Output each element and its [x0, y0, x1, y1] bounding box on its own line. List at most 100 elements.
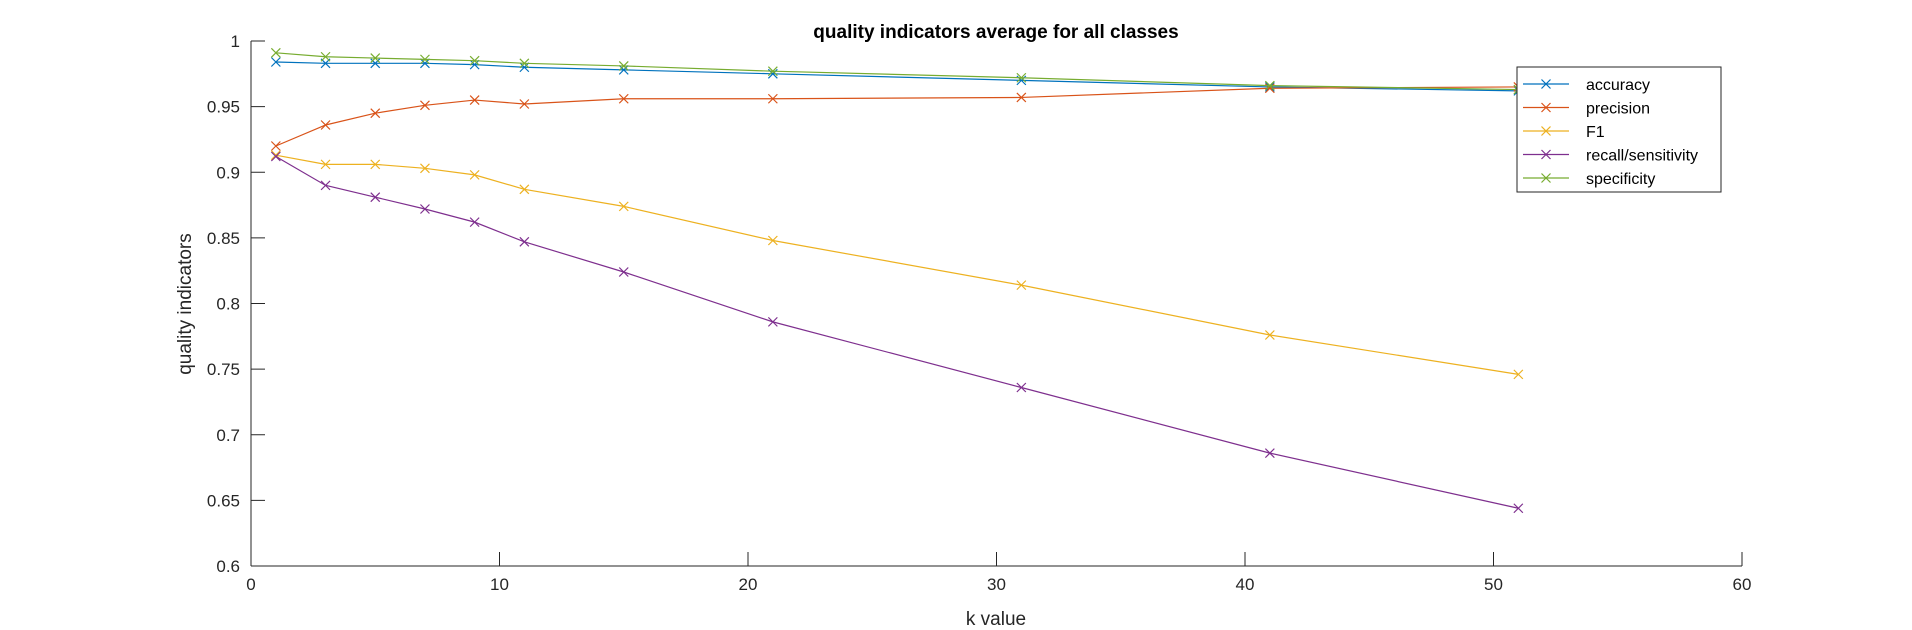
data-point-stroke [1513, 503, 1524, 514]
data-point-stroke [270, 150, 281, 161]
data-point-stroke [469, 217, 480, 228]
legend-label: recall/sensitivity [1586, 148, 1698, 165]
data-point-stroke [320, 120, 331, 130]
data-point [519, 99, 530, 109]
data-point [1264, 330, 1275, 340]
x-tick-label: 50 [1484, 575, 1503, 594]
y-tick-label: 0.6 [216, 557, 240, 576]
series-layer [270, 47, 1524, 514]
data-point [420, 54, 430, 65]
y-tick-label: 0.75 [207, 360, 240, 379]
data-point [320, 51, 331, 62]
x-tick-label: 0 [246, 575, 255, 594]
data-point [469, 217, 480, 228]
data-point-stroke [1264, 448, 1275, 459]
data-point [519, 58, 530, 69]
data-point [320, 120, 331, 130]
data-point-stroke [420, 163, 430, 174]
y-tick-label: 0.7 [216, 426, 240, 445]
data-point [618, 93, 629, 104]
data-point [420, 163, 430, 174]
data-point [469, 59, 480, 70]
data-point-stroke [618, 201, 629, 212]
legend-label: precision [1586, 101, 1650, 118]
y-tick-label: 0.9 [216, 163, 240, 182]
data-point-stroke [1264, 80, 1275, 91]
data-point [1264, 448, 1275, 459]
legend-label: accuracy [1586, 77, 1650, 94]
data-point-stroke [519, 99, 530, 109]
x-axis-title: k value [966, 609, 1026, 630]
data-point [320, 180, 331, 191]
data-point-stroke [370, 108, 381, 119]
data-point [618, 267, 629, 277]
plot-area [251, 41, 1742, 566]
data-point-stroke [469, 169, 480, 180]
data-point-stroke [270, 47, 281, 58]
series-accuracy [270, 57, 1524, 96]
data-point-stroke [270, 141, 281, 151]
data-point-stroke [618, 61, 629, 71]
legend-item-recall-sensitivity: recall/sensitivity [1523, 148, 1698, 165]
data-point [370, 108, 381, 119]
data-point [270, 141, 281, 151]
data-point-stroke [270, 57, 281, 67]
legend-item-f1: F1 [1523, 124, 1605, 141]
data-point-stroke [1264, 330, 1275, 340]
legend-item-precision: precision [1523, 101, 1650, 118]
data-point [420, 100, 430, 111]
y-axis: 0.6 0.65 0.7 0.75 0.8 0.85 0.9 0.95 1 [207, 32, 265, 576]
data-point-stroke [370, 192, 381, 203]
chart-title: quality indicators average for all class… [813, 22, 1178, 43]
data-point [1264, 80, 1275, 91]
data-point-stroke [469, 55, 480, 66]
data-point-stroke [420, 204, 430, 214]
x-tick-label: 30 [987, 575, 1006, 594]
legend-box [1516, 66, 1722, 193]
data-point-stroke [1016, 280, 1027, 291]
y-tick-label: 0.8 [216, 295, 240, 314]
data-point-stroke [519, 236, 530, 247]
legend-swatch-marker [1541, 149, 1551, 160]
data-point-stroke [1016, 92, 1027, 103]
data-point [270, 151, 281, 162]
data-point-stroke [519, 62, 530, 73]
series-recall-sensitivity [270, 151, 1524, 514]
data-point-stroke [519, 184, 530, 195]
x-tick-label: 40 [1236, 575, 1255, 594]
data-point-stroke [1264, 82, 1275, 92]
data-point-stroke [469, 59, 480, 70]
legend-swatch-marker [1541, 79, 1551, 89]
data-point-stroke [618, 93, 629, 104]
y-axis-title: quality indicators [175, 233, 196, 375]
data-point [420, 58, 430, 69]
legend-label: F1 [1586, 124, 1605, 141]
x-tick-label: 60 [1733, 575, 1752, 594]
data-point [1016, 280, 1027, 291]
data-point-stroke [270, 151, 281, 162]
data-point-stroke [1016, 72, 1027, 83]
data-point [469, 55, 480, 66]
data-point [767, 235, 778, 246]
legend-item-accuracy: accuracy [1523, 77, 1650, 94]
data-point-stroke [420, 100, 430, 111]
y-tick-label: 0.65 [207, 491, 240, 510]
data-point [370, 159, 381, 170]
data-point [1264, 82, 1275, 92]
data-point-stroke [320, 180, 331, 191]
data-point [618, 61, 629, 71]
data-point [767, 316, 778, 327]
data-point [767, 66, 778, 77]
data-point [1016, 382, 1027, 393]
data-point-stroke [1016, 382, 1027, 393]
data-point [1016, 72, 1027, 83]
y-tick-label: 0.85 [207, 229, 240, 248]
data-point-stroke [767, 93, 778, 104]
data-point-stroke [420, 54, 430, 65]
legend-swatch-marker [1541, 173, 1551, 183]
data-point [519, 62, 530, 73]
data-point [1513, 369, 1524, 380]
legend: accuracy precision F1 recall/sensitivity spe… [1516, 66, 1722, 193]
data-point-stroke [469, 95, 480, 105]
